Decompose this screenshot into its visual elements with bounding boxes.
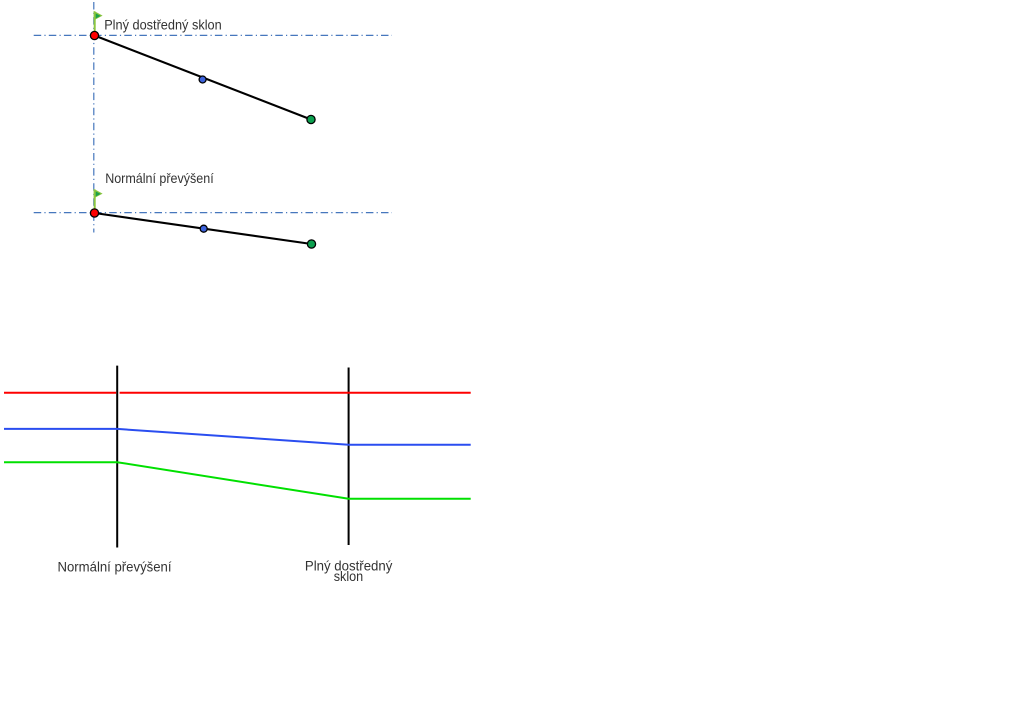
svg-text:Plný dostředný: Plný dostředný <box>305 557 393 573</box>
svg-text:sklon: sklon <box>334 568 364 584</box>
svg-text:Normální převýšení: Normální převýšení <box>105 170 214 186</box>
svg-text:Plný dostředný sklon: Plný dostředný sklon <box>104 17 222 33</box>
svg-text:Normální převýšení: Normální převýšení <box>58 559 172 575</box>
